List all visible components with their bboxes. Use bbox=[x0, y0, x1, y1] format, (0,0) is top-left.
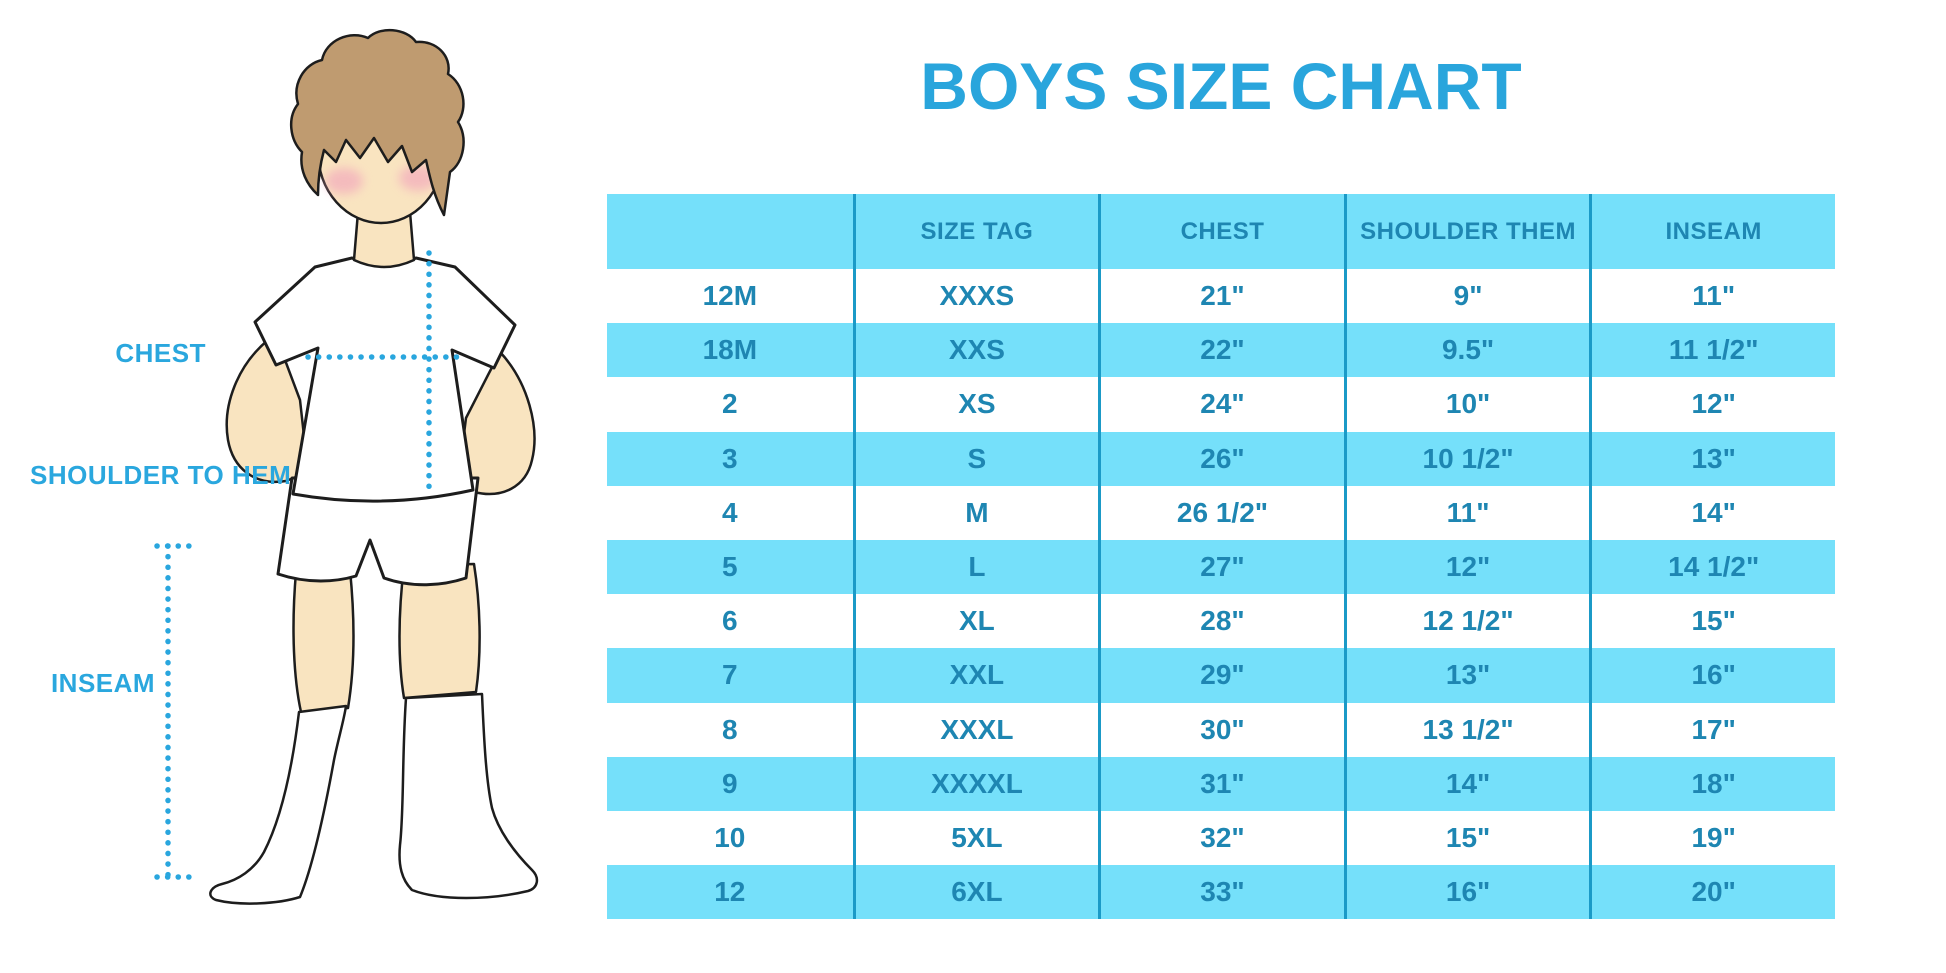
neck bbox=[352, 210, 416, 269]
table-row: 4 M 26 1/2" 11" 14" bbox=[607, 485, 1835, 540]
cell-shoulder: 14" bbox=[1343, 756, 1590, 811]
column-header-shoulder: SHOULDER THEM bbox=[1343, 194, 1590, 269]
table-row: 18M XXS 22" 9.5" 11 1/2" bbox=[607, 323, 1835, 378]
cell-size: 9 bbox=[722, 767, 738, 799]
right-sock bbox=[398, 692, 539, 900]
cell-inseam: 14 1/2" bbox=[1589, 539, 1835, 595]
table-row: 8 XXXL 30" 13 1/2" 17" bbox=[607, 702, 1835, 757]
cell-size: 2 bbox=[722, 388, 738, 420]
table-row: 3 S 26" 10 1/2" 13" bbox=[607, 431, 1835, 486]
chest-label: CHEST bbox=[115, 338, 206, 368]
cell-shoulder: 16" bbox=[1343, 865, 1590, 920]
cell-chest: 33" bbox=[1098, 865, 1344, 920]
cell-size-tag: L bbox=[852, 539, 1099, 595]
left-sock bbox=[209, 704, 348, 905]
cell-size: 6 bbox=[722, 605, 738, 637]
cell-shoulder: 9.5" bbox=[1343, 323, 1590, 378]
cell-inseam: 18" bbox=[1589, 756, 1835, 811]
cell-size-tag: 5XL bbox=[852, 810, 1099, 866]
cell-inseam: 16" bbox=[1589, 648, 1835, 703]
cell-chest: 30" bbox=[1098, 702, 1344, 757]
cell-shoulder: 13" bbox=[1343, 648, 1590, 703]
cell-size: 12M bbox=[702, 280, 758, 312]
shorts bbox=[276, 476, 480, 587]
cell-inseam: 20" bbox=[1589, 865, 1835, 920]
cell-shoulder: 9" bbox=[1343, 269, 1590, 324]
cell-size-tag: XXXXL bbox=[852, 756, 1099, 811]
cell-inseam: 12" bbox=[1589, 377, 1835, 432]
cell-chest: 27" bbox=[1098, 539, 1344, 595]
cell-chest: 29" bbox=[1098, 648, 1344, 703]
cell-size-tag: XXL bbox=[852, 648, 1099, 703]
cell-chest: 22" bbox=[1098, 323, 1344, 378]
cell-chest: 26 1/2" bbox=[1098, 485, 1344, 540]
cell-size: 8 bbox=[722, 713, 738, 745]
cell-chest: 28" bbox=[1098, 594, 1344, 649]
cell-shoulder: 10" bbox=[1343, 377, 1590, 432]
cell-shoulder: 13 1/2" bbox=[1343, 702, 1590, 757]
cell-inseam: 11" bbox=[1589, 269, 1835, 324]
cell-inseam: 17" bbox=[1589, 702, 1835, 757]
cell-chest: 21" bbox=[1098, 269, 1344, 324]
cell-size: 3 bbox=[722, 442, 738, 474]
table-row: 12M XXXS 21" 9" 11" bbox=[607, 269, 1835, 324]
cell-size: 18M bbox=[702, 334, 758, 366]
right-thigh bbox=[398, 562, 481, 700]
cell-size: 10 bbox=[714, 821, 746, 853]
table-row: 5 L 27" 12" 14 1/2" bbox=[607, 539, 1835, 595]
table-row: 7 XXL 29" 13" 16" bbox=[607, 648, 1835, 703]
column-header-size-tag: SIZE TAG bbox=[852, 194, 1099, 269]
cell-chest: 26" bbox=[1098, 431, 1344, 486]
cell-size: 12 bbox=[714, 876, 746, 908]
boy-illustration bbox=[154, 29, 539, 905]
table-row: 12 6XL 33" 16" 20" bbox=[607, 865, 1835, 920]
cell-size-tag: XS bbox=[852, 377, 1099, 432]
cell-shoulder: 12" bbox=[1343, 539, 1590, 595]
cell-size-tag: XXS bbox=[852, 323, 1099, 378]
left-blush bbox=[325, 168, 363, 194]
cell-size-tag: XXXL bbox=[852, 702, 1099, 757]
cell-size: 5 bbox=[722, 551, 738, 583]
cell-chest: 24" bbox=[1098, 377, 1344, 432]
size-table: SIZE TAG CHEST SHOULDER THEM INSEAM 12M … bbox=[607, 194, 1835, 920]
column-header-chest: CHEST bbox=[1098, 194, 1344, 269]
cell-size-tag: M bbox=[852, 485, 1099, 540]
hair bbox=[290, 29, 465, 217]
table-header-row: SIZE TAG CHEST SHOULDER THEM INSEAM bbox=[607, 194, 1835, 269]
column-header-inseam: INSEAM bbox=[1589, 194, 1835, 269]
cell-size-tag: 6XL bbox=[852, 865, 1099, 920]
cell-size-tag: S bbox=[852, 431, 1099, 486]
cell-inseam: 14" bbox=[1589, 485, 1835, 540]
table-row: 2 XS 24" 10" 12" bbox=[607, 377, 1835, 432]
inseam-label: INSEAM bbox=[50, 668, 156, 698]
cell-inseam: 11 1/2" bbox=[1589, 323, 1835, 378]
cell-size: 7 bbox=[722, 659, 738, 691]
cell-chest: 32" bbox=[1098, 810, 1344, 866]
shoulder-to-hem-label: SHOULDER TO HEM bbox=[30, 460, 292, 490]
cell-inseam: 19" bbox=[1589, 810, 1835, 866]
table-row: 10 5XL 32" 15" 19" bbox=[607, 810, 1835, 866]
cell-inseam: 13" bbox=[1589, 431, 1835, 486]
cell-shoulder: 11" bbox=[1343, 485, 1590, 540]
cell-shoulder: 15" bbox=[1343, 810, 1590, 866]
cell-size-tag: XXXS bbox=[852, 269, 1099, 324]
column-header-blank bbox=[607, 194, 853, 269]
cell-shoulder: 12 1/2" bbox=[1343, 594, 1590, 649]
page-title: BOYS SIZE CHART bbox=[920, 49, 1522, 123]
left-thigh bbox=[292, 568, 355, 714]
table-row: 9 XXXXL 31" 14" 18" bbox=[607, 756, 1835, 811]
table-row: 6 XL 28" 12 1/2" 15" bbox=[607, 594, 1835, 649]
cell-shoulder: 10 1/2" bbox=[1343, 431, 1590, 486]
cell-inseam: 15" bbox=[1589, 594, 1835, 649]
cell-size: 4 bbox=[722, 496, 738, 528]
left-arm bbox=[225, 338, 310, 484]
cell-chest: 31" bbox=[1098, 756, 1344, 811]
cell-size-tag: XL bbox=[852, 594, 1099, 649]
